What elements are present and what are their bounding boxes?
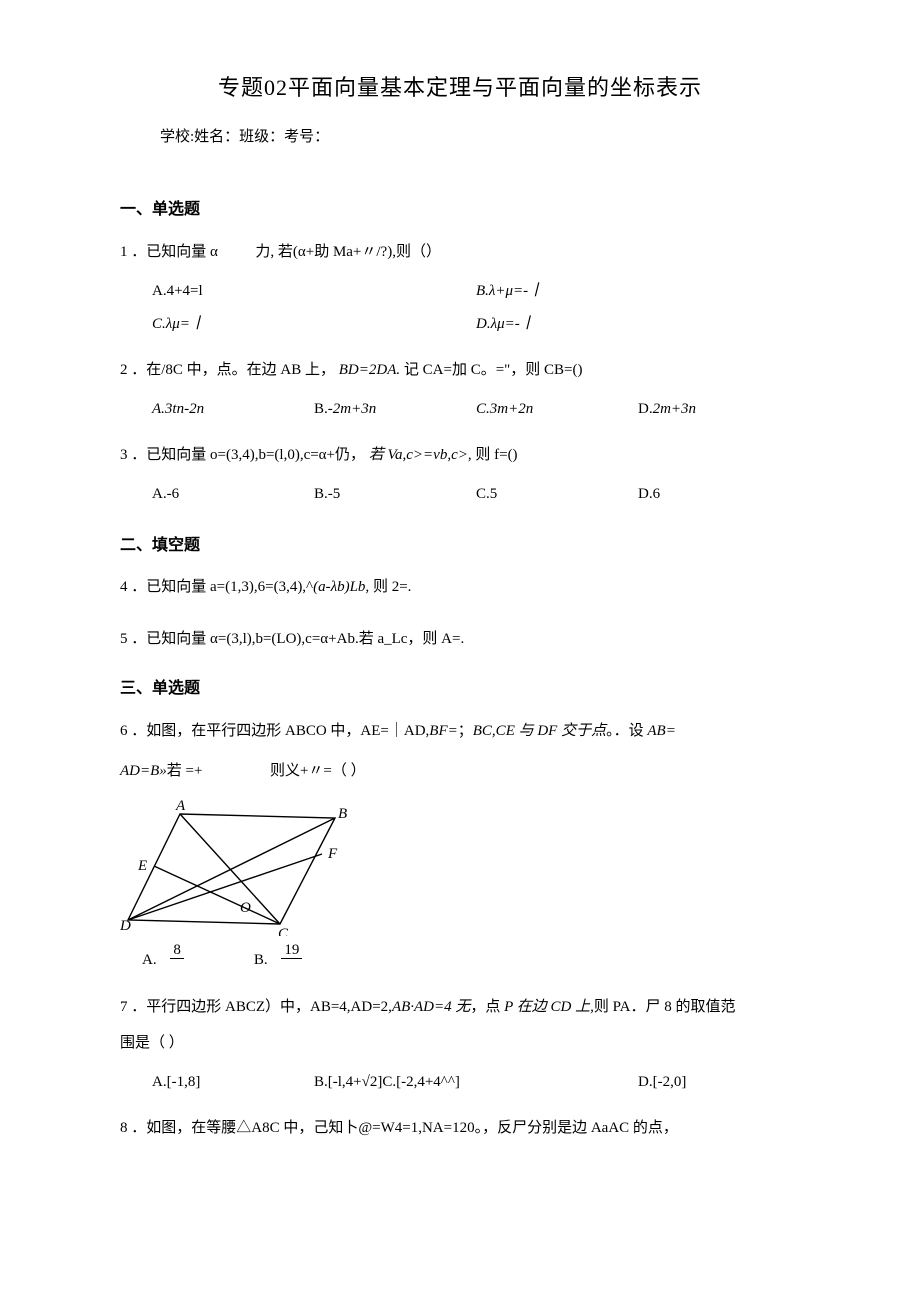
svg-text:E: E	[137, 858, 147, 874]
q7-l1-it2: P 在边 CD 上,	[500, 999, 593, 1015]
q2-text-c: 记 CA=加 C。="，则 CB=()	[404, 362, 583, 378]
q7-options: A.[-1,8] B.[-l,4+√2]C.[-2,4+4^^] D.[-2,0…	[120, 1066, 800, 1099]
q6-optB-label: B.	[254, 952, 268, 968]
svg-text:F: F	[327, 846, 338, 862]
question-8: 8 ．如图，在等腰△A8C 中，己知卜@=W4=1,NA=120。，反尸分别是边…	[120, 1113, 800, 1143]
q2-text-it: BD=2DA.	[339, 362, 400, 378]
q7-l1c: 则 PA．尸 8 的取值范	[594, 999, 736, 1015]
q3-optD: D.6	[638, 478, 800, 511]
q6-l1-it2: BC,CE 与 DF 交于点	[473, 723, 606, 739]
q6-figure: A B E F D C O	[120, 796, 800, 936]
q3-optC: C.5	[476, 478, 638, 511]
q7-num: 7	[120, 999, 128, 1015]
q2-num: 2	[120, 362, 128, 378]
q8-text: ．如图，在等腰△A8C 中，己知卜@=W4=1,NA=120。，反尸分别是边 A…	[131, 1120, 678, 1136]
q1-num: 1	[120, 244, 128, 260]
q6-optA: A. 8	[142, 944, 184, 978]
q6-l1c: 。．设	[606, 723, 644, 739]
q1-optD: D.λμ=-丨	[476, 308, 800, 341]
q2-optD: D.2m+3n	[638, 393, 800, 426]
q6-l1b: ；	[458, 723, 473, 739]
q6-options: A. 8 B. 19	[120, 944, 800, 978]
q6-num: 6	[120, 723, 128, 739]
q1-optB: B.λ+μ=-丨	[476, 275, 800, 308]
q7-optA: A.[-1,8]	[152, 1066, 314, 1099]
svg-text:O: O	[240, 900, 251, 916]
q6-optA-num: 8	[170, 942, 184, 960]
q6-l2a: 若 =+	[167, 763, 203, 779]
q6-l2-it1: AD=B»	[120, 763, 167, 779]
q6-l1-it1: BF=	[429, 723, 457, 739]
svg-text:A: A	[175, 798, 186, 814]
q2-optB: B.-2m+3n	[314, 393, 476, 426]
q3-optA: A.-6	[152, 478, 314, 511]
question-5: 5 ．已知向量 α=(3,l),b=(LO),c=α+Ab.若 a_Lc，则 A…	[120, 624, 800, 654]
q5-num: 5	[120, 631, 128, 647]
q4-text-a: ．已知向量 a=(1,3),6=(3,4),^	[131, 579, 313, 595]
q7-l1b: ，点	[470, 999, 500, 1015]
q7-l1a: ．平行四边形 ABCZ）中，AB=4,AD=2,	[131, 999, 392, 1015]
q4-text-c: 则 2=.	[369, 579, 411, 595]
q6-l2b: 则义+〃=（ ）	[270, 763, 366, 779]
q1-options: A.4+4=l B.λ+μ=-丨 C.λμ=丨 D.λμ=-丨	[120, 275, 800, 341]
question-3: 3 ．已知向量 o=(3,4),b=(l,0),c=α+仍， 若 Va,c>=v…	[120, 440, 800, 511]
q2-optD-a: D.	[638, 401, 653, 417]
q2-optB-it: -2m+3n	[328, 401, 376, 417]
question-7: 7 ．平行四边形 ABCZ）中，AB=4,AD=2,AB·AD=4 无，点 P …	[120, 992, 800, 1099]
q2-optA: A.3tn-2n	[152, 393, 314, 426]
q4-num: 4	[120, 579, 128, 595]
q1-optA: A.4+4=l	[152, 275, 476, 308]
q2-optD-it: 2m+3n	[653, 401, 696, 417]
q2-optC: C.3m+2n	[476, 393, 638, 426]
q3-options: A.-6 B.-5 C.5 D.6	[120, 478, 800, 511]
parallelogram-diagram: A B E F D C O	[120, 796, 350, 936]
q3-text-a: ．已知向量 o=(3,4),b=(l,0),c=α+仍，	[131, 447, 365, 463]
svg-text:B: B	[338, 806, 347, 822]
svg-text:D: D	[120, 918, 131, 934]
q7-l1-it1: AB·AD=4 无	[392, 999, 470, 1015]
q1-optC: C.λμ=丨	[152, 308, 476, 341]
q3-optB: B.-5	[314, 478, 476, 511]
q3-num: 3	[120, 447, 128, 463]
q1-text-a: ．已知向量 α	[131, 244, 218, 260]
q5-text: ．已知向量 α=(3,l),b=(LO),c=α+Ab.若 a_Lc，则 A=.	[131, 631, 464, 647]
section-heading-3: 三、单选题	[120, 676, 800, 702]
q6-optB: B. 19	[254, 944, 303, 978]
page-title: 专题02平面向量基本定理与平面向量的坐标表示	[120, 70, 800, 105]
q2-options: A.3tn-2n B.-2m+3n C.3m+2n D.2m+3n	[120, 393, 800, 426]
q7-optBC: B.[-l,4+√2]C.[-2,4+4^^]	[314, 1066, 638, 1099]
q7-l2: 围是（ ）	[120, 1028, 800, 1058]
section-heading-2: 二、填空题	[120, 533, 800, 559]
meta-line: 学校:姓名：班级：考号：	[160, 125, 800, 149]
q2-optB-a: B.	[314, 401, 328, 417]
section-heading-1: 一、单选题	[120, 197, 800, 223]
svg-text:C: C	[278, 926, 289, 936]
q8-num: 8	[120, 1120, 128, 1136]
question-1: 1 ．已知向量 α 力, 若(α+助 Ma+〃/?),则（） A.4+4=l B…	[120, 237, 800, 341]
q1-text-b: 力, 若(α+助 Ma+〃/?),则（）	[255, 244, 441, 260]
q3-text-c: 则 f=()	[475, 447, 517, 463]
question-6: 6 ．如图，在平行四边形 ABCO 中，AE=｜AD,BF=；BC,CE 与 D…	[120, 716, 800, 978]
q6-l1-it3: AB=	[644, 723, 676, 739]
q6-optA-label: A.	[142, 952, 157, 968]
question-2: 2 ．在/8C 中，点。在边 AB 上， BD=2DA. 记 CA=加 C。="…	[120, 355, 800, 426]
question-4: 4 ．已知向量 a=(1,3),6=(3,4),^(a-λb)Lb, 则 2=.	[120, 572, 800, 602]
q7-optD: D.[-2,0]	[638, 1066, 800, 1099]
q2-text-a: ．在/8C 中，点。在边 AB 上，	[131, 362, 335, 378]
q6-l1a: ．如图，在平行四边形 ABCO 中，AE=｜AD,	[131, 723, 429, 739]
q6-optB-num: 19	[281, 942, 302, 960]
q3-text-it: 若 Va,c>=vb,c>,	[369, 447, 472, 463]
q4-text-it: (a-λb)Lb,	[313, 579, 369, 595]
